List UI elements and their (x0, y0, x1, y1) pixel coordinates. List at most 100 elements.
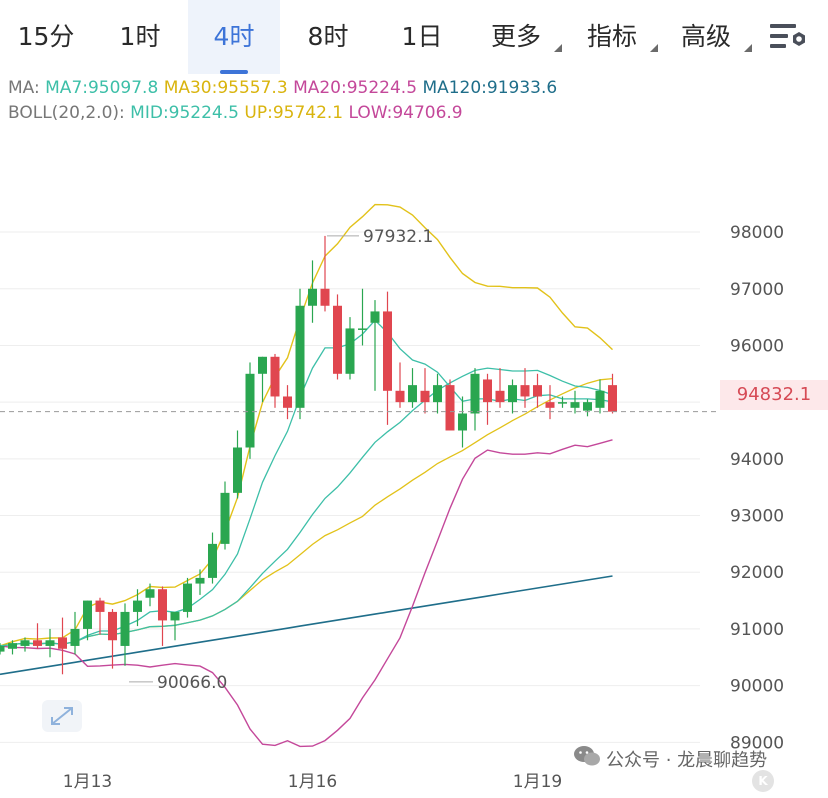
candle-body (358, 328, 367, 330)
tab-label: 更多 (490, 22, 541, 51)
candle-body (395, 390, 405, 403)
tab-label: 指标 (586, 22, 637, 51)
candle-body (270, 356, 280, 397)
ma20-value: MA20:95224.5 (293, 78, 418, 98)
dropdown-triangle-icon (744, 44, 752, 52)
candle-body (45, 640, 55, 646)
candle-body (508, 385, 517, 403)
boll-mid-value: MID:95224.5 (130, 103, 239, 123)
boll-up-line (0, 203, 613, 647)
candle-body (108, 611, 117, 641)
tab-label: 1日 (401, 22, 443, 51)
candle-body (158, 589, 167, 621)
y-tick-label: 91000 (730, 620, 784, 640)
tab-indicators[interactable]: 指标 (578, 0, 658, 74)
chart-settings-icon[interactable] (768, 18, 810, 56)
watermark-text: 公众号 · 龙晨聊趋势 (606, 750, 768, 771)
dropdown-triangle-icon (650, 44, 658, 52)
x-tick-label: 1月19 (513, 772, 562, 792)
y-tick-label: 93000 (730, 507, 784, 527)
k-logo-icon: K (752, 770, 774, 792)
boll-low-value: LOW:94706.9 (348, 103, 463, 123)
tab-advanced[interactable]: 高级 (672, 0, 752, 74)
candle-body (533, 385, 542, 397)
candle-body (545, 402, 555, 408)
boll-low-line (0, 439, 613, 748)
candle-body (433, 385, 442, 403)
candle-body (308, 288, 317, 306)
candle-body (558, 402, 567, 404)
candle-body (608, 385, 617, 412)
candle-body (33, 640, 42, 646)
boll-up-value: UP:95742.1 (244, 103, 344, 123)
candle-body (0, 645, 5, 652)
candle-body (83, 600, 92, 629)
active-tab-indicator (220, 70, 248, 74)
y-tick-label: 96000 (730, 336, 784, 356)
expand-arrows-icon[interactable] (42, 700, 82, 732)
y-tick-label: 94000 (730, 450, 784, 470)
tab-4h[interactable]: 4时 (188, 0, 280, 74)
candle-body (483, 379, 492, 403)
candle-body (220, 492, 230, 544)
candle-body (520, 385, 530, 397)
candle-body (283, 396, 292, 408)
high-marker-label: 97932.1 (363, 227, 433, 247)
candle-body (20, 640, 30, 646)
current-price-tag: 94832.1 (720, 380, 828, 410)
tab-1h[interactable]: 1时 (94, 0, 186, 74)
candle-body (333, 305, 342, 374)
x-tick-label: 1月16 (288, 772, 337, 792)
wechat-icon (574, 746, 600, 766)
tab-label: 高级 (680, 22, 731, 51)
candle-body (170, 611, 180, 621)
tab-label: 1时 (119, 22, 161, 51)
ma7-value: MA7:95097.8 (45, 78, 159, 98)
candle-body (8, 643, 17, 649)
candle-body (295, 305, 305, 408)
candle-body (133, 600, 142, 612)
ma30-value: MA30:95557.3 (163, 78, 288, 98)
candle-body (595, 390, 605, 408)
candle-body (383, 311, 392, 391)
tab-8h[interactable]: 8时 (282, 0, 374, 74)
candle-body (420, 390, 430, 403)
ma-legend: MA: MA7:95097.8 MA30:95557.3 MA20:95224.… (8, 78, 557, 98)
candle-body (58, 637, 67, 649)
candle-body (145, 589, 155, 598)
tab-label: 4时 (213, 22, 255, 51)
tab-more[interactable]: 更多 (482, 0, 562, 74)
tab-15min[interactable]: 15分 (0, 0, 92, 74)
candle-body (120, 611, 130, 646)
boll-prefix: BOLL(20,2.0): (8, 103, 125, 123)
candle-body (258, 356, 267, 374)
candle-body (370, 311, 380, 323)
candle-body (583, 402, 592, 411)
y-tick-label: 89000 (730, 733, 784, 753)
y-tick-label: 97000 (730, 280, 784, 300)
tab-label: 15分 (17, 22, 75, 51)
candle-body (445, 385, 455, 431)
candle-body (408, 385, 417, 403)
candle-body (458, 413, 467, 431)
ma120-value: MA120:91933.6 (422, 78, 558, 98)
ma7-line (0, 319, 613, 647)
x-tick-label: 1月13 (63, 772, 112, 792)
candle-body (95, 600, 105, 612)
y-tick-label: 92000 (730, 563, 784, 583)
candle-body (183, 583, 192, 612)
candle-body (570, 402, 580, 408)
tab-label: 8时 (307, 22, 349, 51)
candle-body (470, 373, 480, 414)
low-marker-label: 90066.0 (157, 673, 227, 693)
candle-body (495, 390, 505, 403)
ma120-line (0, 575, 613, 676)
candle-body (70, 628, 80, 646)
candle-body (233, 447, 242, 493)
timeframe-tabbar: 15分 1时 4时 8时 1日 更多 指标 高级 (0, 0, 828, 74)
tab-1d[interactable]: 1日 (376, 0, 468, 74)
candle-body (245, 373, 255, 448)
candle-body (345, 328, 355, 374)
candle-body (320, 288, 330, 306)
